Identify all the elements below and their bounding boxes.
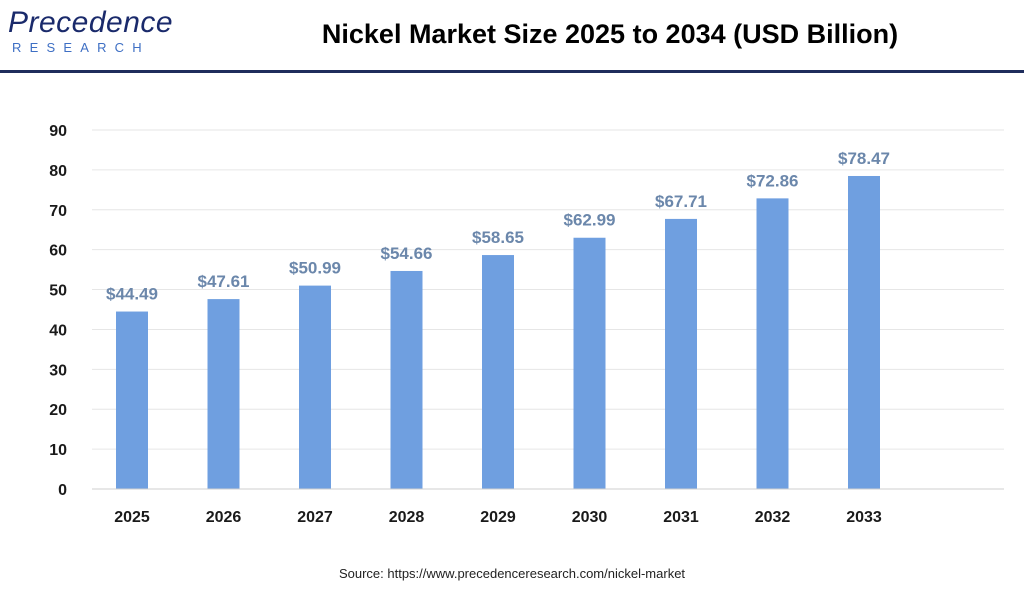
grid-lines (92, 129, 1004, 450)
bar-2033 (848, 175, 880, 489)
y-tick-label: 30 (49, 362, 67, 379)
logo-wordmark: Precedence (8, 6, 174, 39)
y-tick-label: 50 (49, 283, 67, 300)
bar-2030 (573, 237, 606, 489)
y-tick-label: 60 (49, 243, 67, 260)
data-label-2027: $50.99 (289, 259, 341, 278)
x-tick-label-2029: 2029 (480, 509, 516, 526)
bars (116, 175, 880, 489)
bar-2028 (390, 270, 423, 489)
data-label-2030: $62.99 (564, 211, 616, 230)
y-axis-ticks: 0 10 20 30 40 50 60 70 80 90 (49, 123, 67, 499)
precedence-research-logo: Precedence RESEARCH (8, 6, 178, 62)
data-label-2026: $47.61 (198, 272, 250, 291)
data-labels: $44.49 $47.61 $50.99 $54.66 $58.65 $62.99 $67.… (106, 149, 890, 304)
y-tick-label: 40 (49, 322, 67, 339)
data-label-2025: $44.49 (106, 285, 158, 304)
data-label-2029: $58.65 (472, 228, 524, 247)
bar-2027 (299, 285, 331, 489)
data-label-2031: $67.71 (655, 192, 707, 211)
data-label-2028: $54.66 (381, 244, 433, 263)
bar-2029 (482, 255, 514, 489)
x-tick-label-2026: 2026 (206, 509, 242, 526)
y-tick-label: 80 (49, 163, 67, 180)
y-tick-label: 10 (49, 442, 67, 459)
bar-2025 (116, 311, 148, 489)
data-label-2033: $78.47 (838, 149, 890, 168)
x-tick-label-2027: 2027 (297, 509, 333, 526)
y-tick-label: 90 (49, 123, 67, 140)
x-axis-ticks: 2025 2026 2027 2028 2029 2030 2031 2032 2033 (114, 509, 882, 526)
y-tick-label: 70 (49, 203, 67, 220)
y-tick-label: 20 (49, 402, 67, 419)
x-tick-label-2033: 2033 (846, 509, 882, 526)
chart-title: Nickel Market Size 2025 to 2034 (USD Bil… (321, 19, 899, 49)
bar-2031 (665, 218, 697, 489)
x-tick-label-2031: 2031 (663, 509, 699, 526)
header-divider (0, 70, 1024, 73)
data-label-2032: $72.86 (747, 171, 799, 190)
bar-2032 (756, 198, 789, 489)
x-tick-label-2028: 2028 (389, 509, 425, 526)
y-tick-label: 0 (58, 482, 67, 499)
bar-2026 (207, 299, 240, 489)
x-tick-label-2030: 2030 (572, 509, 608, 526)
x-tick-label-2032: 2032 (755, 509, 791, 526)
source-note: Source: https://www.precedenceresearch.c… (338, 566, 686, 581)
x-tick-label-2025: 2025 (114, 509, 150, 526)
logo-subtitle: RESEARCH (12, 40, 150, 55)
